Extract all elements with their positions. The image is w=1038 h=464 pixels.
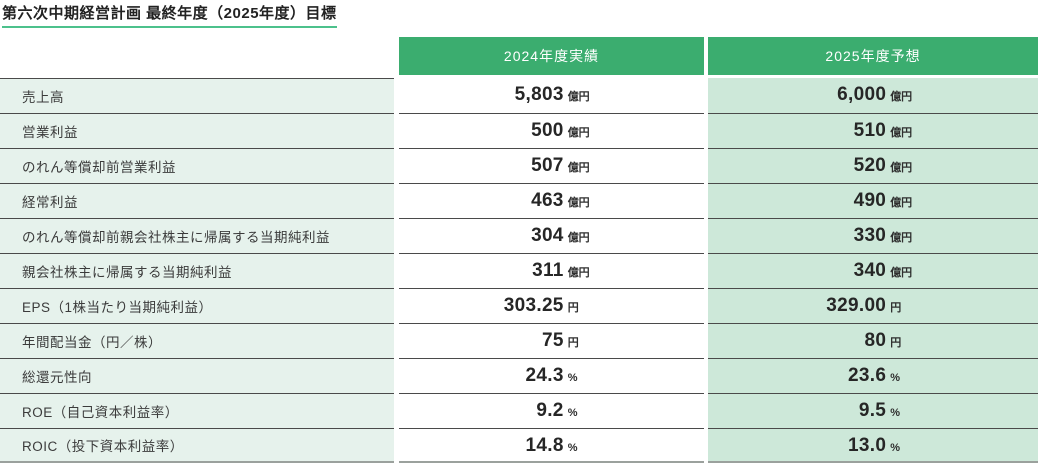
value-unit: 億円 [890,91,913,103]
value-unit: 億円 [890,267,913,279]
table-row: ROIC（投下資本利益率） 14.8% 13.0% [0,428,1038,463]
page-title: 第六次中期経営計画 最終年度（2025年度）目標 [2,2,337,28]
value-number: 23.6 [848,365,887,386]
value-2025: 80 円 [708,323,1038,358]
value-number: 311 [532,260,564,281]
table-body: 売上高 5,803 億円 6,000 億円 営業利益 500 億円 510 億円 のれん等償却前営業… [0,78,1038,463]
value-2025: 340 億円 [708,253,1038,288]
value-number: 14.8 [525,435,564,456]
value-2024: 9.2% [399,393,704,428]
value-number: 510 [853,120,887,141]
table-row: のれん等償却前営業利益 507 億円 520 億円 [0,148,1038,183]
value-unit: 円 [567,337,579,349]
value-2025: 490 億円 [708,183,1038,218]
value-2024: 500 億円 [399,113,704,148]
table-row: 総還元性向 24.3% 23.6% [0,358,1038,393]
value-number: 463 [531,190,564,211]
value-unit: 億円 [567,267,590,279]
table-row: 親会社株主に帰属する当期純利益 311 億円 340 億円 [0,253,1038,288]
value-2024: 304 億円 [399,218,704,253]
value-2025: 23.6% [708,358,1038,393]
value-2024: 463 億円 [399,183,704,218]
value-2025: 330 億円 [708,218,1038,253]
targets-table: 2024年度実績 2025年度予想 売上高 5,803 億円 6,000 億円 営業利益 5… [0,37,1038,463]
table-row: 経常利益 463 億円 490 億円 [0,183,1038,218]
row-label: 親会社株主に帰属する当期純利益 [0,253,394,288]
table-row: 売上高 5,803 億円 6,000 億円 [0,78,1038,113]
value-2024: 24.3% [399,358,704,393]
value-number: 500 [531,120,564,141]
value-2025: 510 億円 [708,113,1038,148]
row-label: のれん等償却前親会社株主に帰属する当期純利益 [0,218,394,253]
value-number: 520 [853,155,887,176]
value-2024: 303.25 円 [399,288,704,323]
value-unit: % [890,442,900,454]
value-unit: 億円 [567,127,590,139]
table-row: ROE（自己資本利益率） 9.2% 9.5% [0,393,1038,428]
value-unit: % [567,442,578,454]
row-label: ROIC（投下資本利益率） [0,428,394,463]
row-label: 総還元性向 [0,358,394,393]
value-2024: 311 億円 [399,253,704,288]
column-header-2025: 2025年度予想 [708,37,1038,75]
value-unit: 円 [890,337,902,349]
value-2025: 520 億円 [708,148,1038,183]
value-unit: 億円 [567,197,590,209]
value-unit: 億円 [567,232,590,244]
value-2024: 5,803 億円 [399,78,704,113]
row-label: 営業利益 [0,113,394,148]
value-2024: 507 億円 [399,148,704,183]
value-number: 340 [853,260,887,281]
value-unit: 億円 [890,127,913,139]
table-row: EPS（1株当たり当期純利益） 303.25 円 329.00 円 [0,288,1038,323]
value-number: 13.0 [848,435,887,456]
value-unit: % [567,407,578,419]
value-number: 5,803 [514,84,564,105]
value-unit: 億円 [890,197,913,209]
table-row: 営業利益 500 億円 510 億円 [0,113,1038,148]
column-header-2024: 2024年度実績 [399,37,704,75]
value-unit: % [890,407,900,419]
value-number: 80 [864,330,887,351]
value-number: 329.00 [826,295,887,316]
value-number: 9.5 [858,400,887,421]
table-header-row: 2024年度実績 2025年度予想 [0,37,1038,75]
row-label: EPS（1株当たり当期純利益） [0,288,394,323]
value-unit: 億円 [890,162,913,174]
value-2025: 6,000 億円 [708,78,1038,113]
row-label: ROE（自己資本利益率） [0,393,394,428]
value-number: 507 [531,155,564,176]
value-unit: 円 [890,302,902,314]
value-unit: 円 [567,302,579,314]
value-number: 330 [853,225,887,246]
value-2025: 13.0% [708,428,1038,463]
value-number: 303.25 [503,295,564,316]
value-number: 490 [853,190,887,211]
value-number: 24.3 [525,365,564,386]
row-label: 年間配当金（円／株） [0,323,394,358]
value-number: 75 [541,330,564,351]
value-number: 9.2 [536,400,564,421]
row-label: 経常利益 [0,183,394,218]
row-label: のれん等償却前営業利益 [0,148,394,183]
value-number: 304 [531,225,564,246]
value-unit: % [890,372,900,384]
value-unit: % [567,372,578,384]
row-label: 売上高 [0,78,394,113]
value-2025: 9.5% [708,393,1038,428]
header-spacer [0,37,394,75]
table-row: 年間配当金（円／株） 75 円 80 円 [0,323,1038,358]
value-unit: 億円 [890,232,913,244]
value-2024: 75 円 [399,323,704,358]
value-number: 6,000 [837,84,887,105]
table-row: のれん等償却前親会社株主に帰属する当期純利益 304 億円 330 億円 [0,218,1038,253]
value-2024: 14.8% [399,428,704,463]
value-unit: 億円 [567,162,590,174]
value-2025: 329.00 円 [708,288,1038,323]
value-unit: 億円 [567,91,590,103]
